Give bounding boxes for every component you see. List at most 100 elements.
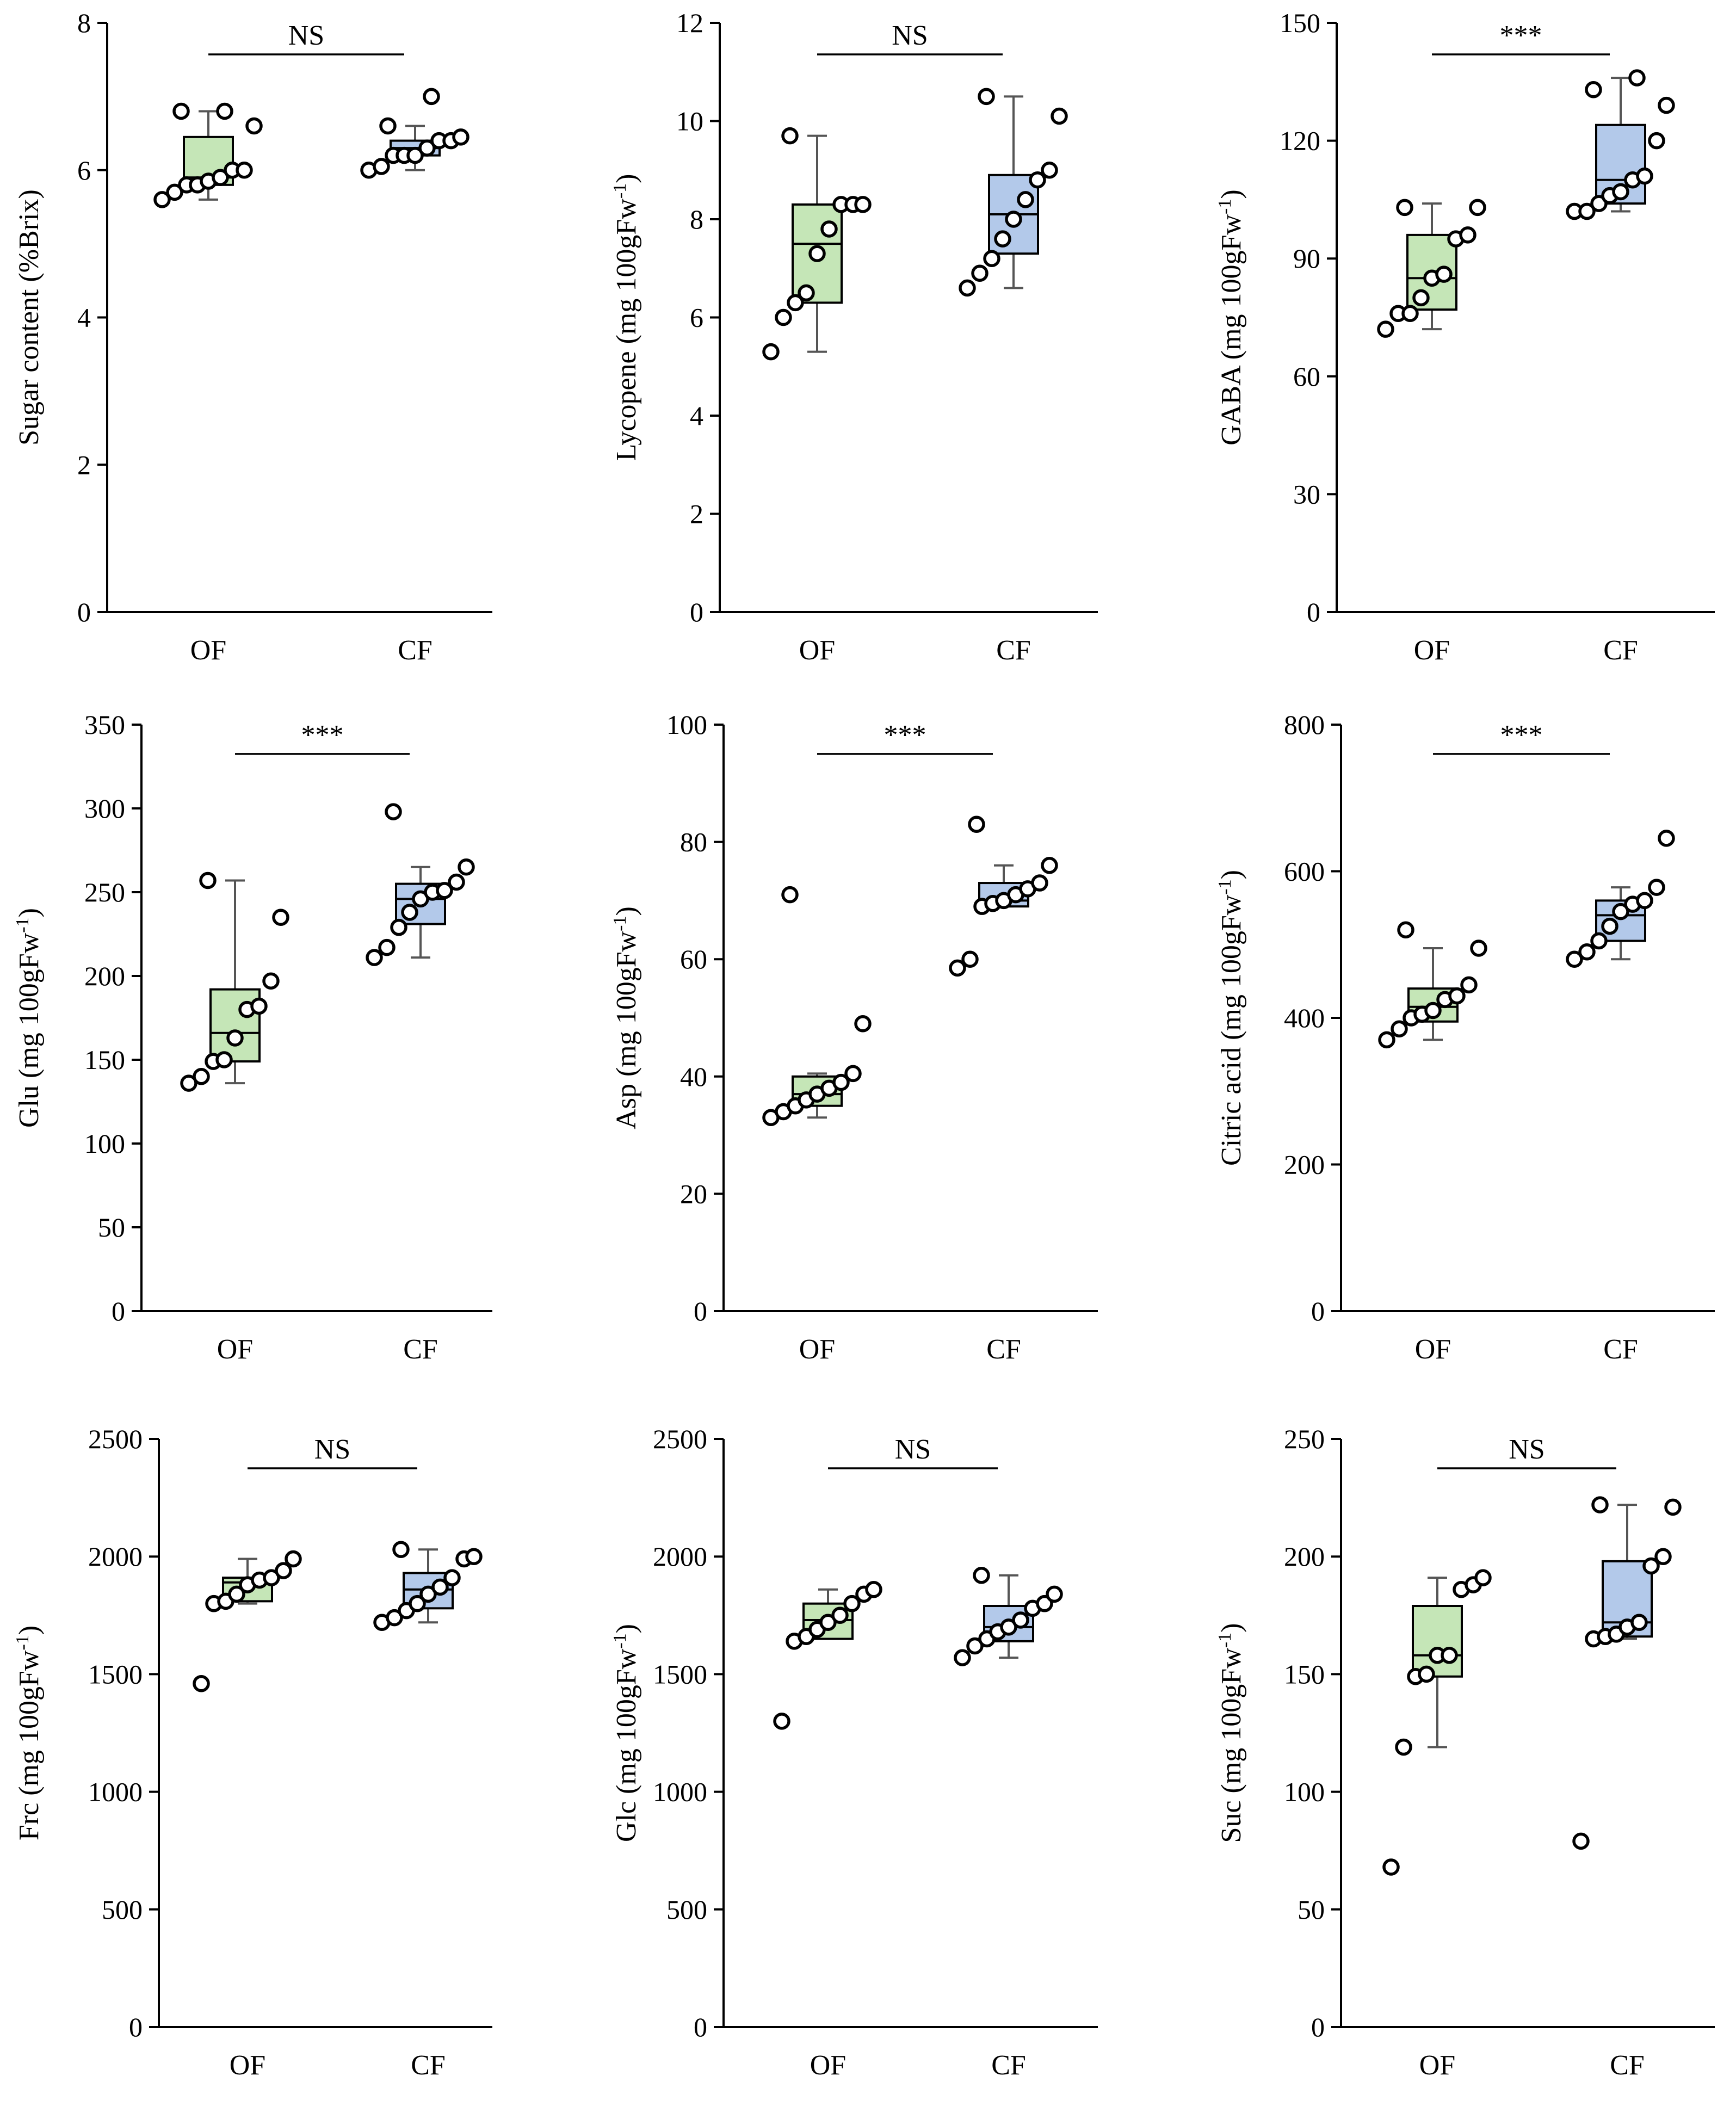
data-point — [1636, 892, 1653, 910]
iqr-box — [1412, 1605, 1463, 1678]
category-label-of: OF — [217, 1334, 253, 1365]
category-label-cf: CF — [1610, 2050, 1645, 2081]
panel-8: 0 500 1000 1500 2000 2500 Glc (mg 100gFw-1) OF C… — [610, 1424, 1098, 2081]
y-axis-label-end: ) — [611, 906, 642, 916]
category-label-cf: CF — [991, 2050, 1026, 2081]
data-point — [199, 872, 217, 889]
data-point — [1395, 1738, 1412, 1756]
data-point — [1612, 903, 1629, 920]
data-point — [1578, 202, 1596, 220]
data-point — [1664, 1498, 1682, 1516]
y-tick-label-3: 150 — [1284, 1659, 1325, 1689]
data-point — [366, 949, 383, 966]
data-point — [1396, 199, 1413, 217]
y-tick-label-2: 400 — [1284, 1003, 1325, 1033]
data-point — [1654, 1548, 1672, 1565]
y-tick-label-2: 4 — [77, 302, 91, 333]
data-point — [226, 1029, 244, 1047]
data-point — [1412, 289, 1430, 307]
category-label-of: OF — [810, 2050, 846, 2081]
data-point — [832, 1073, 850, 1091]
y-axis-label-sup: -1 — [13, 917, 33, 932]
y-tick-label-3: 600 — [1284, 856, 1325, 887]
data-point — [1585, 81, 1602, 98]
data-point — [1474, 1569, 1492, 1586]
y-axis-label: Glc (mg 100gFw-1) — [610, 1624, 642, 1842]
data-point — [448, 873, 465, 891]
y-axis-label: Suc (mg 100gFw-1) — [1215, 1623, 1247, 1843]
data-point — [966, 1637, 984, 1655]
significance-label: *** — [1500, 720, 1543, 751]
data-point — [216, 102, 233, 120]
data-point — [419, 1585, 437, 1603]
panel-3: 0 30 60 90 120 150 GABA (mg 100gFw-1) OF CF *** — [1215, 8, 1715, 666]
data-point — [865, 1580, 882, 1598]
box-cf — [1566, 69, 1675, 220]
data-point — [431, 1578, 449, 1596]
data-point — [1591, 1496, 1609, 1513]
data-point — [458, 858, 475, 876]
iqr-box — [209, 988, 261, 1063]
data-point — [386, 1609, 403, 1627]
y-tick-label-4: 8 — [690, 204, 703, 234]
y-axis-label: Sugar content (%Brix) — [14, 189, 45, 446]
data-point — [1658, 830, 1675, 847]
box-cf — [373, 1541, 483, 1632]
y-tick-label-2: 4 — [690, 400, 703, 431]
y-tick-label-0: 0 — [694, 2012, 707, 2042]
box-of — [1382, 1569, 1492, 1876]
y-tick-label-6: 12 — [676, 8, 703, 38]
y-tick-label-1: 2 — [690, 499, 703, 529]
data-point — [228, 1585, 245, 1603]
y-axis-label-main: Asp (mg 100gFw — [611, 931, 642, 1129]
data-point — [1377, 320, 1394, 338]
data-point — [1441, 1647, 1458, 1664]
data-point — [1051, 107, 1068, 125]
data-point — [1648, 879, 1665, 896]
y-tick-label-0: 0 — [1311, 2012, 1325, 2042]
data-point — [1036, 1595, 1053, 1612]
y-axis-label-end: ) — [14, 1626, 45, 1635]
category-label-of: OF — [799, 635, 835, 666]
data-point — [1401, 305, 1419, 323]
data-point — [272, 909, 289, 926]
box-cf — [1566, 830, 1675, 968]
data-point — [1601, 917, 1618, 935]
y-axis-label-main: Suc (mg 100gFw — [1216, 1648, 1247, 1843]
data-point — [994, 230, 1011, 248]
y-tick-label-4: 2000 — [88, 1541, 143, 1572]
data-point — [954, 1649, 971, 1666]
significance-label: NS — [1509, 1434, 1545, 1465]
data-point — [983, 250, 1000, 267]
y-tick-label-4: 200 — [84, 961, 125, 991]
y-tick-label-2: 60 — [1293, 361, 1320, 392]
box-cf — [366, 803, 475, 966]
y-tick-label-5: 100 — [666, 709, 707, 740]
box-cf — [360, 88, 469, 179]
data-point — [1590, 932, 1608, 950]
data-point — [1612, 183, 1629, 201]
data-point — [831, 1606, 849, 1624]
y-axis-label: Glu (mg 100gFw-1) — [13, 908, 45, 1128]
data-point — [452, 128, 469, 146]
y-axis-label: Asp (mg 100gFw-1) — [610, 906, 642, 1129]
y-tick-label-2: 100 — [1284, 1777, 1325, 1807]
y-tick-label-2: 100 — [84, 1128, 125, 1159]
y-axis-label-end: ) — [611, 174, 642, 183]
data-point — [978, 88, 995, 106]
box-of — [1378, 921, 1487, 1049]
data-point — [961, 950, 979, 968]
y-tick-label-3: 150 — [84, 1045, 125, 1075]
y-tick-label-2: 40 — [680, 1061, 707, 1092]
data-point — [245, 117, 263, 135]
data-point — [959, 279, 976, 297]
significance-label: NS — [314, 1434, 350, 1465]
y-tick-label-5: 150 — [1280, 8, 1320, 38]
data-point — [1378, 1031, 1395, 1049]
data-point — [762, 343, 780, 361]
data-point — [406, 146, 424, 164]
significance-label: *** — [1500, 20, 1542, 51]
data-point — [1642, 1557, 1660, 1575]
box-of — [193, 1550, 302, 1692]
data-point — [844, 1065, 862, 1083]
